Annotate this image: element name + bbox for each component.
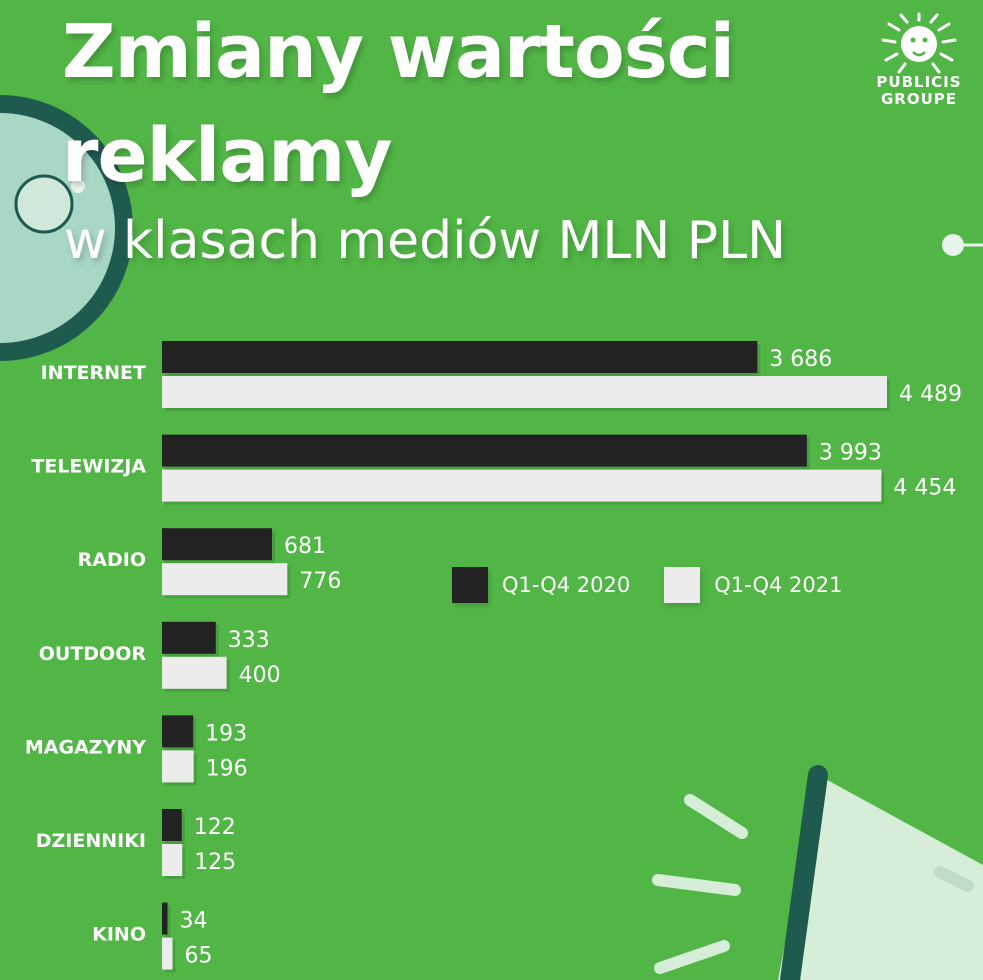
labels-group: INTERNET 3 686 4 489 TELEWIZJA 3 993 4 454 RAD… xyxy=(25,347,962,969)
lion-head-icon xyxy=(881,12,957,74)
decorative-dot xyxy=(14,174,74,234)
bar-2020 xyxy=(162,902,168,935)
legend-swatch-2021 xyxy=(664,567,701,603)
bar-shadow xyxy=(165,905,171,938)
value-label: 333 xyxy=(228,628,270,653)
megaphone-decoration xyxy=(652,765,983,980)
bar-2020 xyxy=(162,715,194,748)
value-label: 125 xyxy=(194,850,236,875)
value-label: 4 454 xyxy=(893,476,956,501)
bar-2020 xyxy=(162,809,182,841)
category-label: KINO xyxy=(92,924,146,946)
bar-2021 xyxy=(162,750,194,783)
page-subtitle: w klasach mediów MLN PLN xyxy=(64,211,786,271)
category-label: RADIO xyxy=(78,549,146,571)
legend-label-2021: Q1-Q4 2021 xyxy=(714,573,843,597)
bars-group xyxy=(162,341,890,973)
value-label: 4 489 xyxy=(899,382,962,407)
decorative-dot-small xyxy=(71,179,85,193)
category-label: MAGAZYNY xyxy=(25,736,146,758)
value-label: 400 xyxy=(239,663,281,688)
value-label: 193 xyxy=(205,721,247,746)
bar-2021 xyxy=(162,656,227,689)
bar-2021 xyxy=(162,376,887,408)
bar-2021 xyxy=(162,844,183,876)
bar-2020 xyxy=(162,434,807,467)
bar-2021 xyxy=(162,937,173,970)
chart-legend: Q1-Q4 2020 Q1-Q4 2021 xyxy=(452,567,877,603)
decorative-dot-right xyxy=(942,234,964,256)
value-label: 3 686 xyxy=(769,347,832,372)
logo-text-line-2: GROUPE xyxy=(880,90,958,108)
legend-label-2020: Q1-Q4 2020 xyxy=(502,573,631,597)
page-title: Zmiany wartości reklamy xyxy=(62,0,735,208)
value-label: 65 xyxy=(184,944,212,969)
legend-item-2020: Q1-Q4 2020 xyxy=(452,567,630,603)
value-label: 196 xyxy=(206,756,248,781)
category-label: INTERNET xyxy=(41,362,146,384)
decorative-ring xyxy=(0,95,133,361)
category-label: TELEWIZJA xyxy=(31,456,146,478)
legend-swatch-2020 xyxy=(452,567,488,603)
value-label: 776 xyxy=(299,569,341,594)
legend-item-2021: Q1-Q4 2021 xyxy=(664,567,843,603)
logo-text-line-1: PUBLICIS xyxy=(876,73,962,91)
title-line-2: reklamy xyxy=(62,113,393,199)
title-line-1: Zmiany wartości xyxy=(62,9,735,95)
bar-2020 xyxy=(162,341,758,373)
value-label: 122 xyxy=(194,815,236,840)
publicis-logo: PUBLICIS GROUPE xyxy=(864,12,974,108)
bar-2020 xyxy=(162,621,216,654)
value-label: 34 xyxy=(179,909,207,934)
bar-2020 xyxy=(162,528,272,561)
bar-2021 xyxy=(162,563,288,596)
value-label: 681 xyxy=(284,534,326,559)
bar-2021 xyxy=(162,469,882,502)
category-label: DZIENNIKI xyxy=(36,830,146,852)
category-label: OUTDOOR xyxy=(39,643,147,665)
value-label: 3 993 xyxy=(819,441,882,466)
